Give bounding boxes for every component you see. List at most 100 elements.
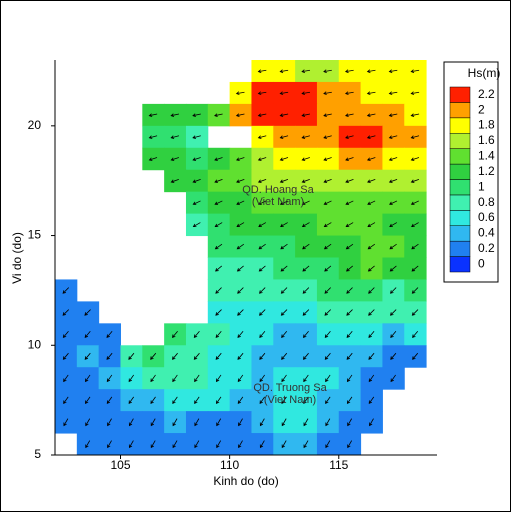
direction-arrow: [236, 178, 245, 184]
direction-arrow: [237, 396, 244, 405]
direction-arrow: [128, 440, 134, 449]
direction-arrow: [215, 265, 223, 272]
direction-arrow: [280, 287, 288, 294]
direction-arrow: [345, 222, 354, 228]
direction-arrow: [368, 374, 375, 383]
direction-arrow: [410, 135, 420, 140]
direction-arrow: [214, 113, 223, 118]
direction-arrow: [172, 418, 178, 427]
direction-arrow: [301, 222, 310, 228]
direction-arrow: [63, 418, 69, 427]
direction-arrow: [368, 330, 375, 338]
x-axis-label: Kinh do (do): [213, 474, 278, 488]
direction-arrow: [301, 69, 311, 74]
direction-arrow: [238, 440, 243, 449]
direction-arrow: [325, 440, 331, 449]
direction-arrow: [150, 418, 156, 427]
colorbar-box: [449, 86, 471, 103]
direction-arrow: [411, 309, 419, 316]
direction-arrow: [410, 69, 420, 74]
colorbar-box: [449, 133, 471, 149]
colorbar-box: [449, 148, 471, 165]
x-tick-label: 105: [110, 458, 130, 472]
direction-arrow: [410, 200, 419, 206]
direction-arrow: [410, 178, 420, 184]
direction-arrow: [235, 91, 245, 96]
direction-arrow: [193, 352, 200, 360]
direction-arrow: [324, 330, 331, 338]
direction-arrow: [259, 396, 265, 405]
direction-arrow: [170, 178, 179, 184]
direction-arrow: [390, 374, 396, 383]
colorbar-label: 0.8: [478, 195, 495, 209]
direction-arrow: [214, 200, 223, 206]
direction-arrow: [366, 91, 376, 96]
colorbar-label: 0: [478, 256, 485, 270]
y-tick-label: 10: [28, 337, 42, 351]
direction-arrow: [237, 309, 244, 316]
x-tick-label: 110: [220, 458, 239, 472]
direction-arrow: [366, 157, 376, 162]
direction-arrow: [235, 113, 245, 118]
direction-arrow: [259, 330, 266, 338]
direction-arrow: [345, 243, 354, 250]
direction-arrow: [389, 200, 398, 206]
colorbar-label: 1.6: [478, 133, 495, 147]
colorbar-box: [449, 256, 471, 273]
direction-arrow: [236, 200, 245, 206]
direction-arrow: [258, 243, 266, 250]
direction-arrow: [410, 113, 420, 118]
direction-arrow: [345, 113, 354, 118]
direction-arrow: [257, 157, 267, 162]
direction-arrow: [346, 352, 353, 360]
direction-arrow: [281, 374, 287, 383]
colorbar-box: [449, 210, 471, 226]
direction-arrow: [325, 374, 331, 383]
direction-arrow: [106, 352, 113, 360]
direction-arrow: [215, 287, 222, 294]
direction-arrow: [389, 222, 398, 228]
direction-arrow: [172, 374, 178, 383]
direction-arrow: [193, 330, 200, 338]
direction-arrow: [258, 309, 266, 316]
direction-arrow: [412, 330, 419, 338]
direction-arrow: [215, 396, 222, 405]
direction-arrow: [279, 157, 289, 162]
y-tick-label: 15: [28, 228, 42, 242]
direction-arrow: [215, 330, 222, 338]
direction-arrow: [410, 157, 420, 162]
direction-arrow: [280, 243, 288, 250]
direction-arrow: [323, 69, 332, 74]
x-tick-label: 115: [329, 458, 348, 472]
direction-arrow: [279, 91, 289, 96]
direction-arrow: [301, 91, 311, 96]
direction-arrow: [389, 265, 397, 272]
direction-arrow: [323, 113, 332, 118]
direction-arrow: [411, 265, 419, 272]
direction-arrow: [107, 418, 112, 427]
direction-arrow: [344, 91, 354, 96]
direction-arrow: [281, 440, 287, 449]
direction-arrow: [368, 396, 375, 405]
direction-arrow: [259, 440, 265, 449]
direction-arrow: [367, 265, 375, 272]
direction-arrow: [411, 287, 419, 294]
direction-arrow: [325, 396, 331, 405]
direction-arrow: [170, 135, 180, 140]
direction-arrow: [214, 157, 223, 162]
direction-arrow: [214, 178, 223, 184]
direction-arrow: [237, 330, 244, 338]
direction-arrow: [303, 418, 309, 427]
direction-arrow: [388, 178, 398, 184]
direction-arrow: [258, 287, 266, 294]
direction-arrow: [389, 243, 397, 250]
direction-arrow: [258, 200, 267, 206]
direction-arrow: [411, 243, 419, 250]
direction-arrow: [280, 309, 288, 316]
colorbar-label: 1: [478, 179, 485, 193]
y-axis-label: Vi do (do): [10, 232, 24, 284]
direction-arrow: [301, 200, 310, 206]
direction-arrow: [301, 178, 310, 184]
direction-arrow: [323, 135, 332, 140]
direction-arrow: [148, 157, 158, 162]
